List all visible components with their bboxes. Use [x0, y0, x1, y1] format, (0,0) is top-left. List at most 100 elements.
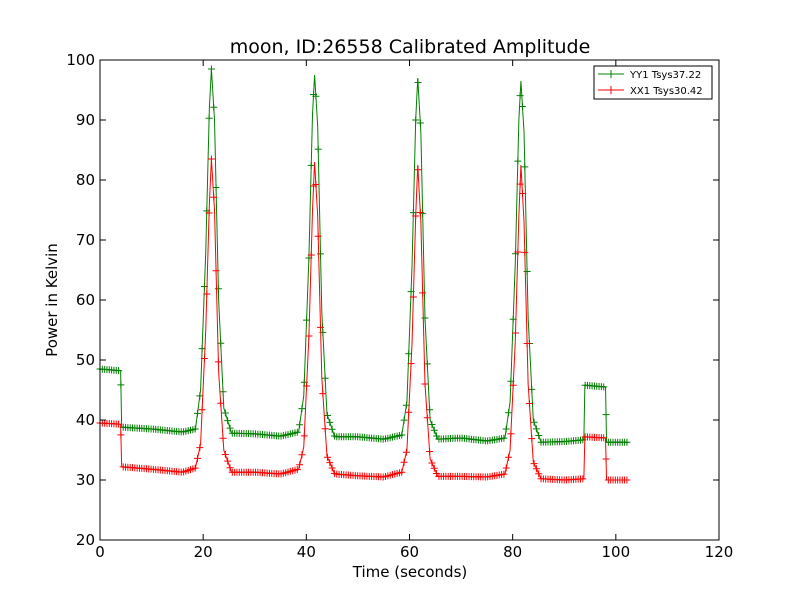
data-point [505, 453, 513, 461]
data-point [200, 355, 208, 362]
data-point [214, 358, 222, 366]
data-point [196, 392, 204, 400]
data-point [521, 248, 529, 256]
data-point [518, 103, 526, 110]
plot-area [96, 65, 631, 484]
series-1 [96, 155, 631, 484]
data-point [191, 425, 199, 433]
data-point [296, 461, 304, 469]
data-point [402, 448, 410, 456]
data-point [412, 116, 420, 124]
data-point [224, 417, 232, 425]
data-point [530, 418, 538, 426]
data-point [400, 458, 408, 466]
data-point [207, 65, 215, 73]
data-point [414, 79, 422, 86]
data-point [430, 464, 438, 472]
data-point [326, 418, 334, 426]
data-point [500, 434, 508, 442]
data-point [205, 209, 213, 217]
data-point [219, 388, 227, 396]
data-point [528, 435, 536, 443]
data-point [407, 360, 415, 368]
x-axis: 0 20 40 60 80 100 120 [95, 60, 733, 561]
data-point [226, 424, 234, 432]
data-point [412, 212, 420, 220]
data-point [317, 323, 325, 331]
x-tick-label: 0 [95, 543, 105, 561]
data-point [307, 251, 315, 259]
data-point [426, 406, 434, 414]
data-point [521, 163, 529, 171]
data-point [303, 382, 311, 390]
data-point [405, 408, 413, 416]
data-point [115, 420, 123, 428]
data-point [579, 475, 587, 483]
data-point [430, 426, 438, 434]
data-point [400, 416, 408, 424]
x-tick-label: 60 [400, 543, 419, 561]
data-point [217, 399, 225, 407]
data-point [523, 340, 531, 347]
y-tick-label: 60 [76, 291, 95, 309]
data-point [532, 425, 540, 433]
data-point [414, 166, 422, 174]
data-point [514, 248, 522, 256]
data-point [210, 103, 218, 111]
data-point [300, 432, 308, 440]
data-point [323, 453, 331, 461]
data-point [502, 464, 510, 472]
x-tick-label: 20 [194, 543, 213, 561]
data-point [219, 434, 227, 442]
data-point [623, 476, 631, 484]
data-point [198, 406, 206, 414]
data-point [115, 367, 123, 375]
data-point [296, 421, 304, 429]
data-point [205, 114, 213, 122]
data-point [298, 405, 306, 413]
data-point [307, 161, 315, 169]
y-axis: 20 30 40 50 60 70 80 90 100 [66, 51, 719, 549]
data-point [523, 268, 531, 275]
data-point [516, 180, 524, 188]
data-point [305, 332, 313, 340]
data-point [314, 232, 322, 240]
data-point [428, 420, 436, 428]
data-point [398, 468, 406, 476]
data-point [221, 409, 229, 417]
x-tick-label: 40 [297, 543, 316, 561]
data-point [298, 451, 306, 459]
data-point [398, 431, 406, 439]
data-point [312, 92, 320, 100]
y-tick-label: 30 [76, 471, 95, 489]
data-point [323, 412, 331, 420]
data-point [319, 390, 327, 398]
x-tick-label: 100 [602, 543, 631, 561]
y-tick-label: 100 [66, 51, 95, 69]
data-point [314, 145, 322, 153]
data-point [117, 431, 125, 439]
data-point [600, 383, 608, 391]
data-point [226, 464, 234, 472]
y-tick-label: 90 [76, 111, 95, 129]
y-tick-label: 80 [76, 171, 95, 189]
data-point [514, 157, 522, 165]
data-point [293, 466, 301, 474]
data-point [416, 119, 424, 127]
data-point [602, 411, 610, 419]
data-point [500, 470, 508, 478]
data-point [224, 457, 232, 465]
y-tick-label: 20 [76, 531, 95, 549]
chart-title: moon, ID:26558 Calibrated Amplitude [230, 36, 591, 58]
y-tick-label: 50 [76, 351, 95, 369]
x-axis-label: Time (seconds) [352, 563, 468, 581]
data-point [525, 400, 533, 407]
data-point [505, 409, 513, 417]
data-point [409, 293, 417, 301]
data-point [193, 454, 201, 462]
data-point [528, 385, 536, 393]
data-point [512, 329, 520, 337]
data-point [328, 464, 336, 472]
